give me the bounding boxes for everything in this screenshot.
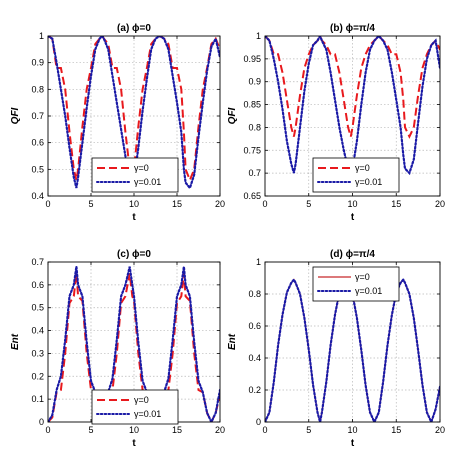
x-tick-label: 15 (172, 199, 182, 209)
y-tick-label: 1 (256, 257, 261, 267)
legend: γ=0 γ=0.01 (312, 266, 400, 302)
legend: γ=0 γ=0.01 (312, 157, 400, 193)
y-tick-label: 0.2 (31, 371, 44, 381)
y-tick-label: 0.8 (31, 84, 44, 94)
legend: γ=0 γ=0.01 (91, 389, 179, 425)
y-tick-label: 0.6 (31, 280, 44, 290)
x-axis-label: t (132, 438, 136, 449)
x-tick-label: 15 (391, 199, 401, 209)
y-tick-label: 0.4 (31, 326, 44, 336)
x-tick-label: 0 (45, 425, 50, 435)
y-tick-label: 0.3 (31, 348, 44, 358)
x-tick-label: 20 (215, 425, 225, 435)
y-axis-label: QFI (10, 107, 21, 124)
panel-a: 0 5 10 15 20 0.4 0.5 0.6 0.7 0.8 0.9 1 (a) ϕ=0 t QFI γ=… (10, 23, 225, 223)
axes-frame (264, 261, 441, 423)
y-tick-label: 0.2 (248, 385, 261, 395)
y-tick-label: 0.85 (243, 100, 261, 110)
axes-frame (47, 35, 221, 197)
x-tick-label: 10 (129, 199, 139, 209)
y-tick-label: 1 (256, 31, 261, 41)
x-tick-label: 20 (435, 425, 445, 435)
legend-entry-label: γ=0 (355, 163, 370, 173)
y-tick-label: 0.8 (248, 289, 261, 299)
x-tick-label: 20 (435, 199, 445, 209)
y-axis-label: Ent (227, 333, 238, 350)
y-tick-label: 0.9 (31, 58, 44, 68)
x-tick-label: 20 (215, 199, 225, 209)
legend-box (312, 266, 400, 302)
legend-box (91, 157, 179, 193)
x-tick-label: 0 (262, 425, 267, 435)
y-tick-label: 0.7 (31, 111, 44, 121)
legend-entry-label: γ=0.01 (134, 409, 161, 419)
x-tick-label: 5 (88, 425, 93, 435)
y-tick-label: 0.5 (31, 303, 44, 313)
series-line-gamma-0-01 (48, 266, 220, 422)
panel-title: (d) ϕ=π/4 (330, 249, 375, 260)
legend-entry-label: γ=0.01 (134, 177, 161, 187)
legend-entry-label: γ=0.01 (355, 286, 382, 296)
legend-entry-label: γ=0.01 (355, 177, 382, 187)
y-tick-label: 0.7 (248, 168, 261, 178)
x-tick-label: 10 (347, 199, 357, 209)
x-tick-label: 5 (88, 199, 93, 209)
legend-entry-label: γ=0 (134, 163, 149, 173)
series-line-gamma-0 (48, 273, 220, 422)
x-tick-label: 0 (45, 199, 50, 209)
y-tick-label: 0.4 (248, 353, 261, 363)
panel-title: (b) ϕ=π/4 (330, 23, 375, 34)
y-tick-label: 0.6 (248, 321, 261, 331)
y-tick-label: 0.95 (243, 54, 261, 64)
y-tick-label: 0 (39, 417, 44, 427)
x-tick-label: 10 (129, 425, 139, 435)
panel-title: (c) ϕ=0 (117, 249, 151, 260)
legend-entry-label: γ=0 (134, 395, 149, 405)
x-tick-label: 0 (262, 199, 267, 209)
series-line-gamma-0 (48, 36, 220, 183)
legend: γ=0 γ=0.01 (91, 157, 179, 193)
y-tick-label: 0.7 (31, 257, 44, 267)
x-tick-label: 10 (347, 425, 357, 435)
x-axis-label: t (132, 212, 136, 223)
x-tick-label: 5 (306, 199, 311, 209)
x-axis-label: t (351, 212, 355, 223)
panel-c: 0 5 10 15 20 0 0.1 0.2 0.3 0.4 0.5 0.6 0.7 (c) ϕ=0 t En… (10, 249, 225, 449)
y-axis-label: QFI (227, 107, 238, 124)
legend-box (312, 157, 400, 193)
series-line-gamma-0 (265, 36, 440, 139)
y-tick-label: 0.1 (31, 394, 44, 404)
x-tick-label: 5 (306, 425, 311, 435)
panel-b: 0 5 10 15 20 0.65 0.7 0.75 0.8 0.85 0.9 0.95 1 (b) ϕ=… (227, 23, 445, 223)
y-axis-label: Ent (10, 333, 21, 350)
y-tick-label: 0 (256, 417, 261, 427)
legend-entry-label: γ=0 (355, 272, 370, 282)
x-axis-label: t (351, 438, 355, 449)
axes-frame (264, 35, 441, 197)
y-tick-label: 0.75 (243, 145, 261, 155)
y-tick-label: 0.4 (31, 191, 44, 201)
y-tick-label: 0.9 (248, 77, 261, 87)
y-tick-label: 0.65 (243, 191, 261, 201)
x-tick-label: 15 (172, 425, 182, 435)
y-tick-label: 0.5 (31, 164, 44, 174)
y-tick-label: 0.6 (31, 138, 44, 148)
panel-title: (a) ϕ=0 (117, 23, 151, 34)
legend-box (91, 389, 179, 425)
y-tick-label: 1 (39, 31, 44, 41)
y-tick-label: 0.8 (248, 122, 261, 132)
x-tick-label: 15 (391, 425, 401, 435)
